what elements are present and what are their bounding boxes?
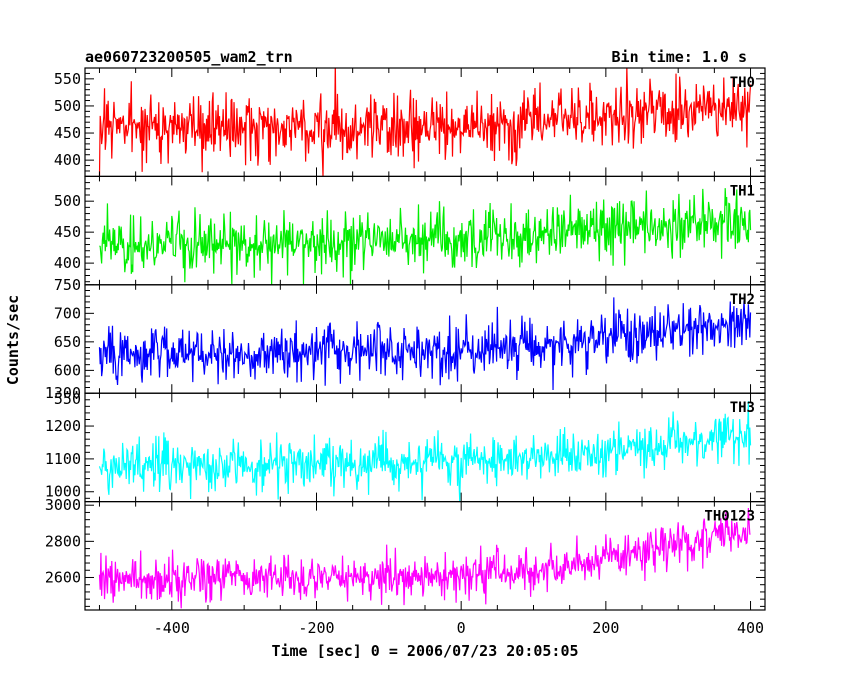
chart-title: ae060723200505_wam2_trn [85, 48, 293, 66]
series-label-th1: TH1 [730, 183, 755, 199]
y-tick-label: 450 [54, 223, 81, 241]
y-tick-label: 400 [54, 151, 81, 169]
series-line-th3 [98, 401, 752, 501]
panel-th2: 550 600 650 700 750 TH2 [54, 276, 766, 408]
y-tick-label: 500 [54, 192, 81, 210]
series-line-th0123 [98, 508, 751, 609]
y-tick-label: 400 [54, 254, 81, 272]
panel-th3: 1000 1100 1200 1300 TH3 [45, 384, 766, 503]
x-tick-label: 400 [737, 619, 764, 637]
x-tick-label: 0 [457, 619, 466, 637]
y-tick-label: 750 [54, 276, 81, 294]
y-tick-label: 1200 [45, 417, 81, 435]
x-tick-label: 200 [592, 619, 619, 637]
x-tick-label: -400 [154, 619, 190, 637]
y-tick-label: 2600 [45, 568, 81, 586]
y-tick-label: 2800 [45, 532, 81, 550]
y-tick-label: 1300 [45, 384, 81, 402]
panel-frame [84, 501, 766, 611]
series-label-th0: TH0 [730, 75, 755, 91]
y-tick-label: 550 [54, 70, 81, 88]
y-tick-label: 3000 [45, 496, 81, 514]
series-line-th0 [98, 68, 752, 177]
panel-th0: 400 450 500 550 TH0 [54, 67, 766, 178]
y-tick-label: 700 [54, 304, 81, 322]
y-axis-label: Counts/sec [4, 295, 22, 385]
x-tick-label: -200 [298, 619, 334, 637]
chart-subtitle: Bin time: 1.0 s [612, 48, 747, 66]
series-line-th2 [98, 297, 752, 390]
series-label-th3: TH3 [730, 400, 755, 416]
y-tick-label: 650 [54, 333, 81, 351]
y-tick-label: 1000 [45, 483, 81, 501]
y-tick-label: 600 [54, 361, 81, 379]
y-tick-label: 550 [54, 390, 81, 408]
series-label-th2: TH2 [730, 292, 755, 308]
panels-group: 400 450 500 550 TH0 400 450 500 TH1 550 600 650 700 7… [45, 67, 766, 637]
series-line-th1 [99, 188, 752, 285]
y-tick-label: 450 [54, 124, 81, 142]
panel-th1: 400 450 500 TH1 [54, 175, 766, 286]
series-label-th0123: TH0123 [704, 509, 755, 525]
y-tick-label: 500 [54, 97, 81, 115]
x-axis-label: Time [sec] 0 = 2006/07/23 20:05:05 [271, 642, 578, 660]
panel-th0123: 2600 2800 3000 TH0123 [45, 496, 766, 611]
y-tick-label: 1100 [45, 450, 81, 468]
